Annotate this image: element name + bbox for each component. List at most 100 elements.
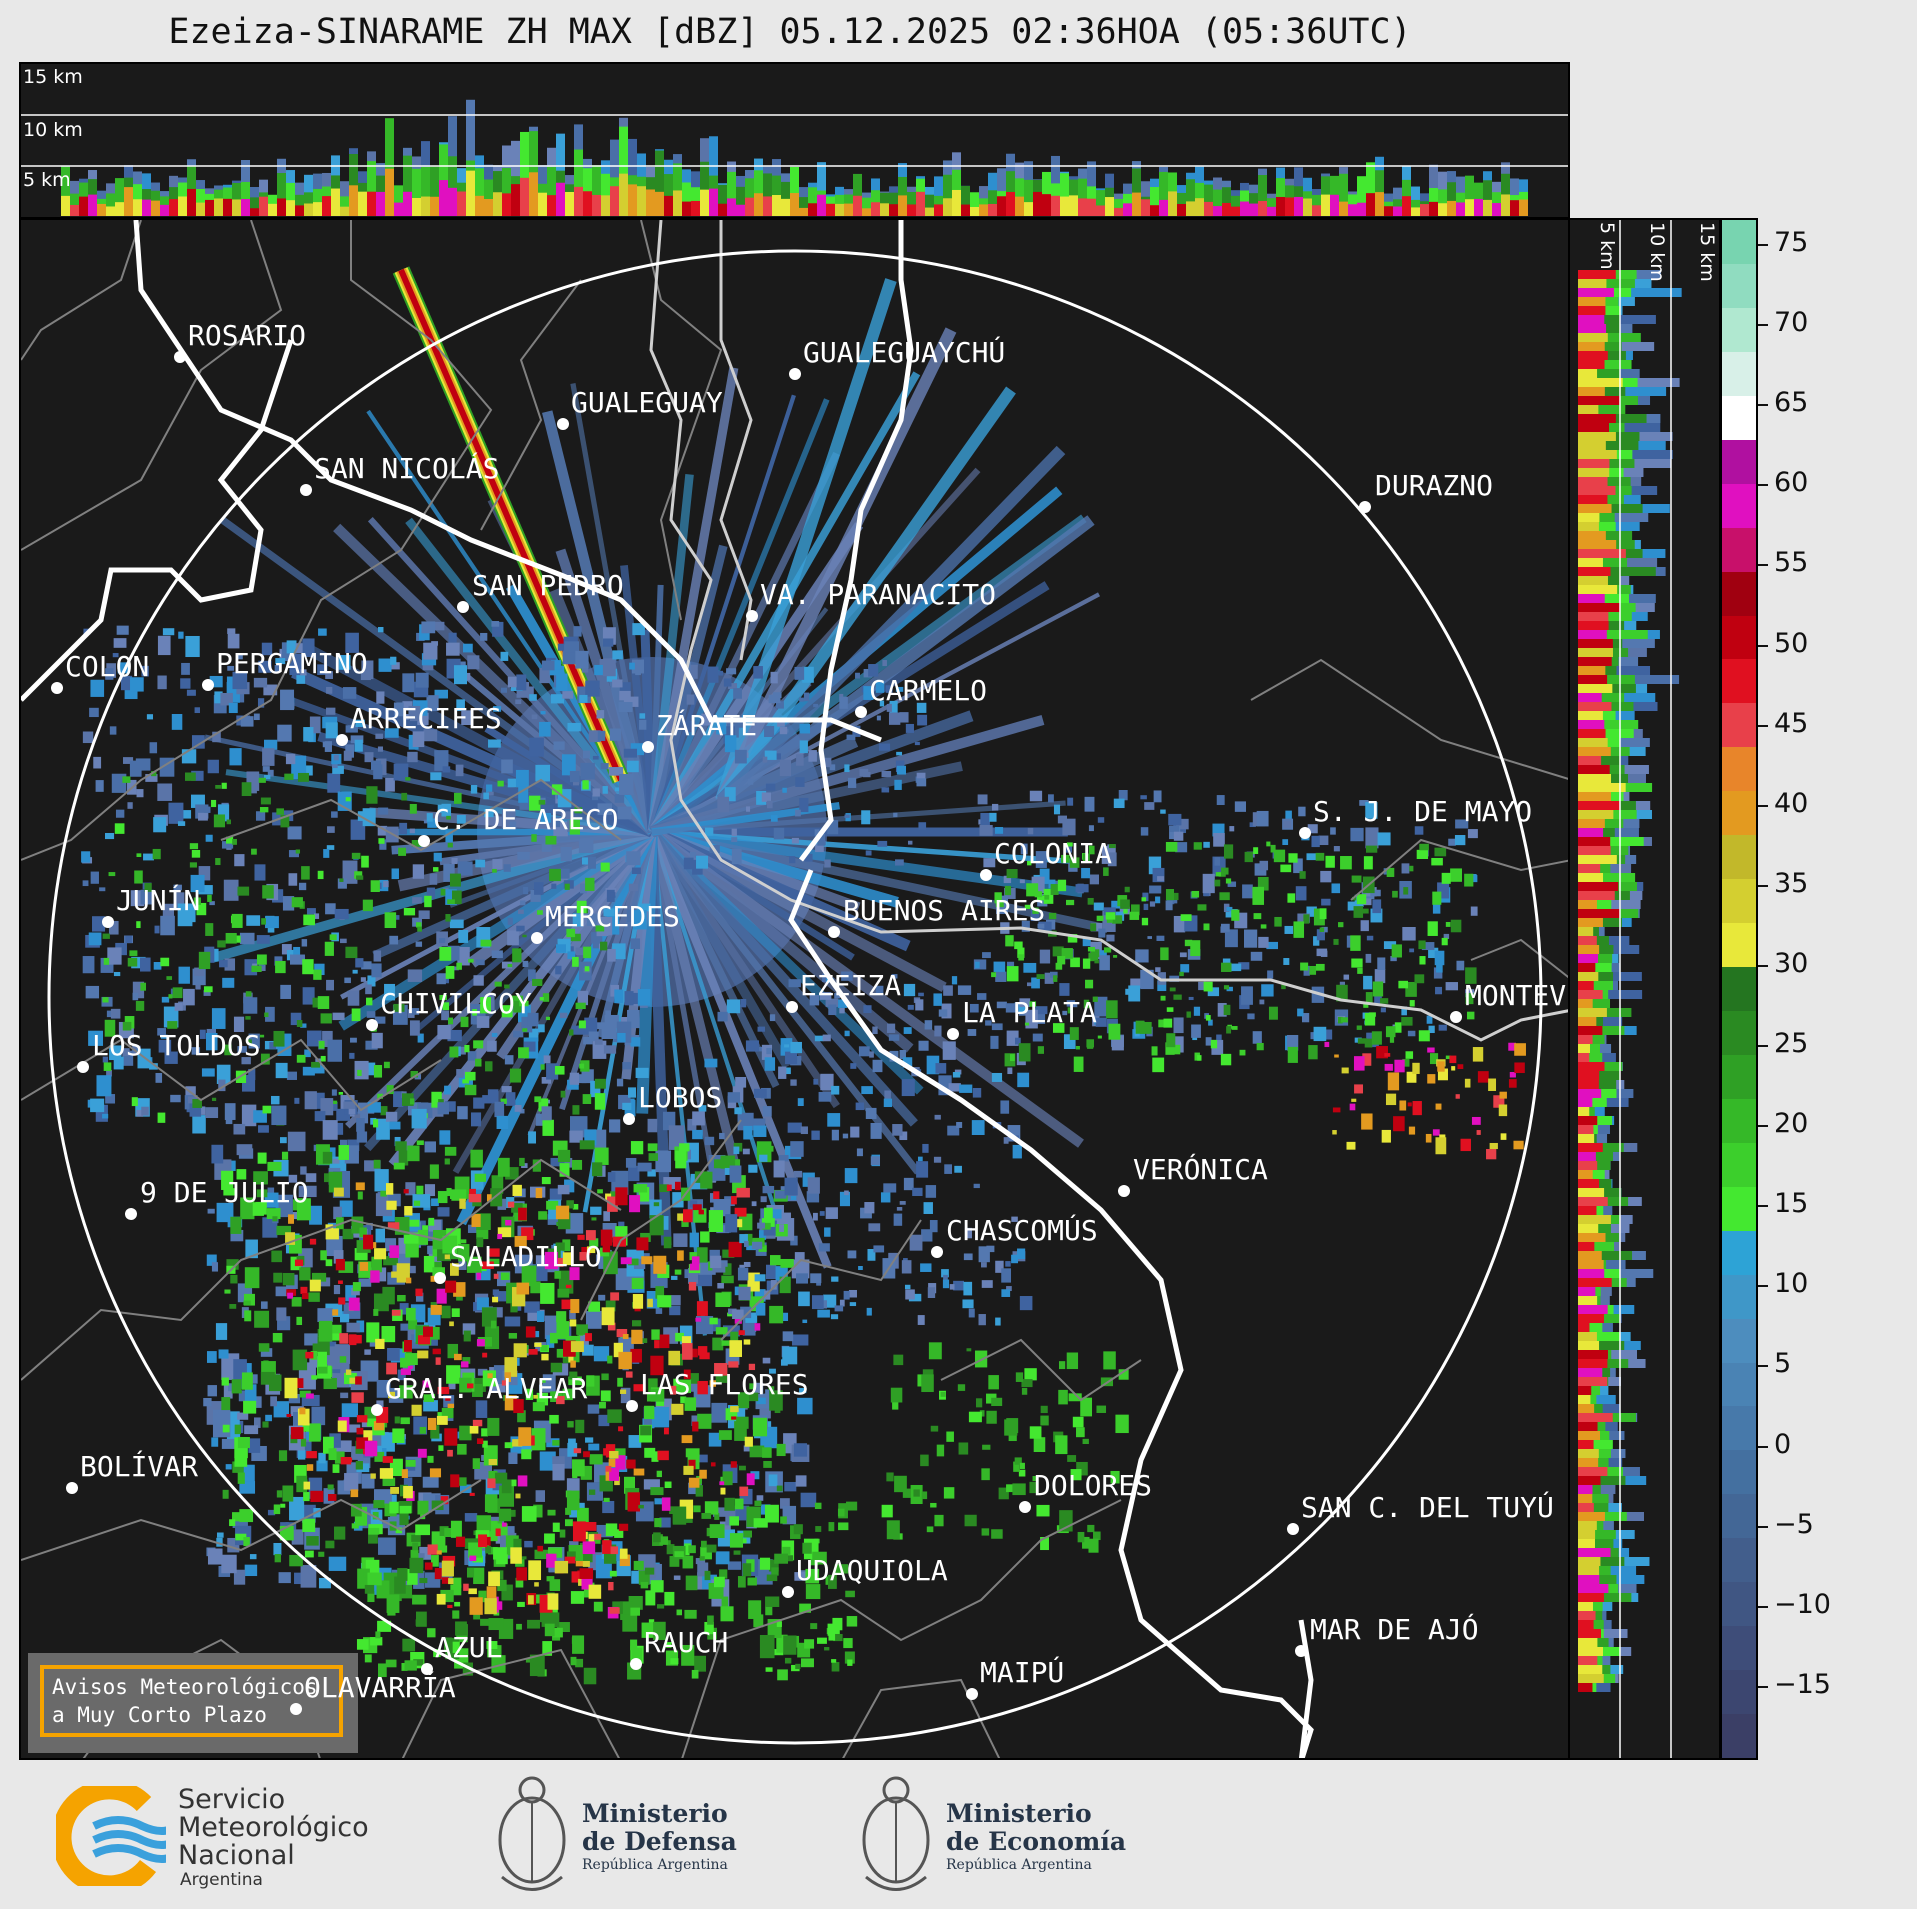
city-marker	[1299, 827, 1311, 839]
alerts-box-line2: a Muy Corto Plazo	[52, 1703, 267, 1727]
colorbar-segment	[1722, 304, 1756, 352]
colorbar-tick-label: 35	[1774, 867, 1809, 899]
city-label: SAN C. DEL TUYÚ	[1301, 1491, 1554, 1524]
city-marker	[1450, 1011, 1462, 1023]
city-label: JUNÍN	[116, 884, 201, 917]
colorbar-segment	[1722, 220, 1756, 264]
province-borders	[21, 220, 1568, 1758]
colorbar-tick-label: 45	[1774, 707, 1809, 739]
city-label: GUALEGUAY	[571, 386, 723, 419]
city-label: COLONIA	[994, 837, 1113, 870]
colorbar-segment	[1722, 788, 1756, 836]
colorbar-segment	[1722, 1271, 1756, 1319]
city-marker	[1019, 1501, 1031, 1513]
city-marker	[782, 1586, 794, 1598]
city-label: LOS TOLDOS	[92, 1029, 261, 1062]
colorbar-tick	[1758, 724, 1768, 727]
city-marker	[746, 610, 758, 622]
city-label: COLON	[65, 650, 150, 683]
coat-of-arms-icon	[498, 1776, 566, 1891]
colorbar-tick-label: 55	[1774, 547, 1809, 579]
colorbar-tick	[1758, 484, 1768, 487]
side-altitude-label-5: 5 km	[1596, 222, 1618, 270]
city-marker	[174, 351, 186, 363]
city-label: EZEIZA	[800, 969, 902, 1002]
city-label: LA PLATA	[962, 996, 1097, 1029]
city-marker	[855, 706, 867, 718]
colorbar-segment	[1722, 1623, 1756, 1671]
city-label: UDAQUIOLA	[796, 1554, 948, 1587]
city-marker	[300, 484, 312, 496]
city-label: S. J. DE MAYO	[1313, 795, 1533, 828]
colorbar-segment	[1722, 524, 1756, 572]
city-marker	[931, 1246, 943, 1258]
defensa-line3: República Argentina	[582, 1857, 728, 1873]
top-altitude-label-10: 10 km	[23, 119, 83, 141]
colorbar-tick-label: 70	[1774, 307, 1809, 339]
colorbar-segment	[1722, 1447, 1756, 1495]
colorbar-tick-label: 30	[1774, 947, 1809, 979]
colorbar-tick-label: 50	[1774, 627, 1809, 659]
city-label: VA. PARANACITO	[760, 578, 997, 611]
colorbar-tick-label: 20	[1774, 1108, 1809, 1140]
city-label: SAN PEDRO	[472, 569, 624, 602]
city-label: MAR DE AJÓ	[1310, 1613, 1479, 1646]
colorbar-segment	[1722, 436, 1756, 484]
colorbar-segment	[1722, 744, 1756, 792]
city-label: DURAZNO	[1375, 469, 1494, 502]
city-marker	[421, 1663, 433, 1675]
city-marker	[77, 1061, 89, 1073]
colorbar-tick	[1758, 964, 1768, 967]
city-label: MAIPÚ	[980, 1656, 1065, 1689]
radar-range-ring	[47, 249, 1543, 1745]
city-label: CARMELO	[869, 674, 988, 707]
colorbar-segment	[1722, 1667, 1756, 1715]
city-label: 9 DE JULIO	[140, 1176, 309, 1209]
city-label: CHASCOMÚS	[946, 1214, 1098, 1247]
colorbar-tick	[1758, 644, 1768, 647]
city-marker	[1359, 501, 1371, 513]
defensa-logo: Ministerio de Defensa República Argentin…	[492, 1772, 752, 1902]
colorbar-segment	[1722, 1315, 1756, 1363]
radar-map-panel	[19, 218, 1570, 1760]
city-marker	[630, 1658, 642, 1670]
colorbar-segment	[1722, 656, 1756, 704]
colorbar-segment	[1722, 920, 1756, 968]
colorbar-segment	[1722, 1535, 1756, 1583]
city-label: ROSARIO	[188, 319, 307, 352]
city-marker	[623, 1113, 635, 1125]
smn-logo-icon	[56, 1786, 166, 1886]
city-label: MONTEVIDEO	[1465, 979, 1568, 1012]
city-marker	[102, 916, 114, 928]
side-cross-section-panel: 5 km 10 km 15 km	[1568, 218, 1721, 1760]
city-marker	[290, 1703, 302, 1715]
smn-logo: Servicio Meteorológico Nacional Argentin…	[56, 1784, 396, 1890]
map-title: Ezeiza-SINARAME ZH MAX [dBZ] 05.12.2025 …	[168, 12, 1412, 52]
smn-line1: Servicio	[178, 1784, 286, 1815]
smn-line4: Argentina	[180, 1870, 263, 1890]
colorbar-segment	[1722, 700, 1756, 748]
city-marker	[531, 932, 543, 944]
colorbar-tick-label: 65	[1774, 387, 1809, 419]
city-marker	[642, 741, 654, 753]
alerts-box-frame[interactable]: Avisos Meteorológicos a Muy Corto Plazo	[40, 1665, 343, 1737]
city-label: SALADILLO	[450, 1240, 602, 1273]
city-label: MERCEDES	[545, 900, 680, 933]
city-marker	[51, 682, 63, 694]
colorbar-tick-label: −5	[1774, 1508, 1814, 1540]
colorbar-tick-label: 0	[1774, 1428, 1792, 1460]
city-marker	[789, 368, 801, 380]
colorbar-tick	[1758, 1525, 1768, 1528]
economia-line1: Ministerio	[946, 1799, 1092, 1828]
top-cross-section-panel: 15 km 10 km 5 km	[19, 62, 1570, 219]
city-marker	[1287, 1523, 1299, 1535]
city-marker	[1118, 1185, 1130, 1197]
city-label: RAUCH	[644, 1626, 729, 1659]
city-label: GUALEGUAYCHÚ	[803, 336, 1006, 369]
alerts-box[interactable]: Avisos Meteorológicos a Muy Corto Plazo	[28, 1653, 358, 1753]
colorbar-tick-label: 40	[1774, 787, 1809, 819]
colorbar-tick	[1758, 1205, 1768, 1208]
city-label: CHIVILCOY	[380, 987, 532, 1020]
side-altitude-label-10: 10 km	[1646, 222, 1668, 282]
colorbar-tick	[1758, 884, 1768, 887]
